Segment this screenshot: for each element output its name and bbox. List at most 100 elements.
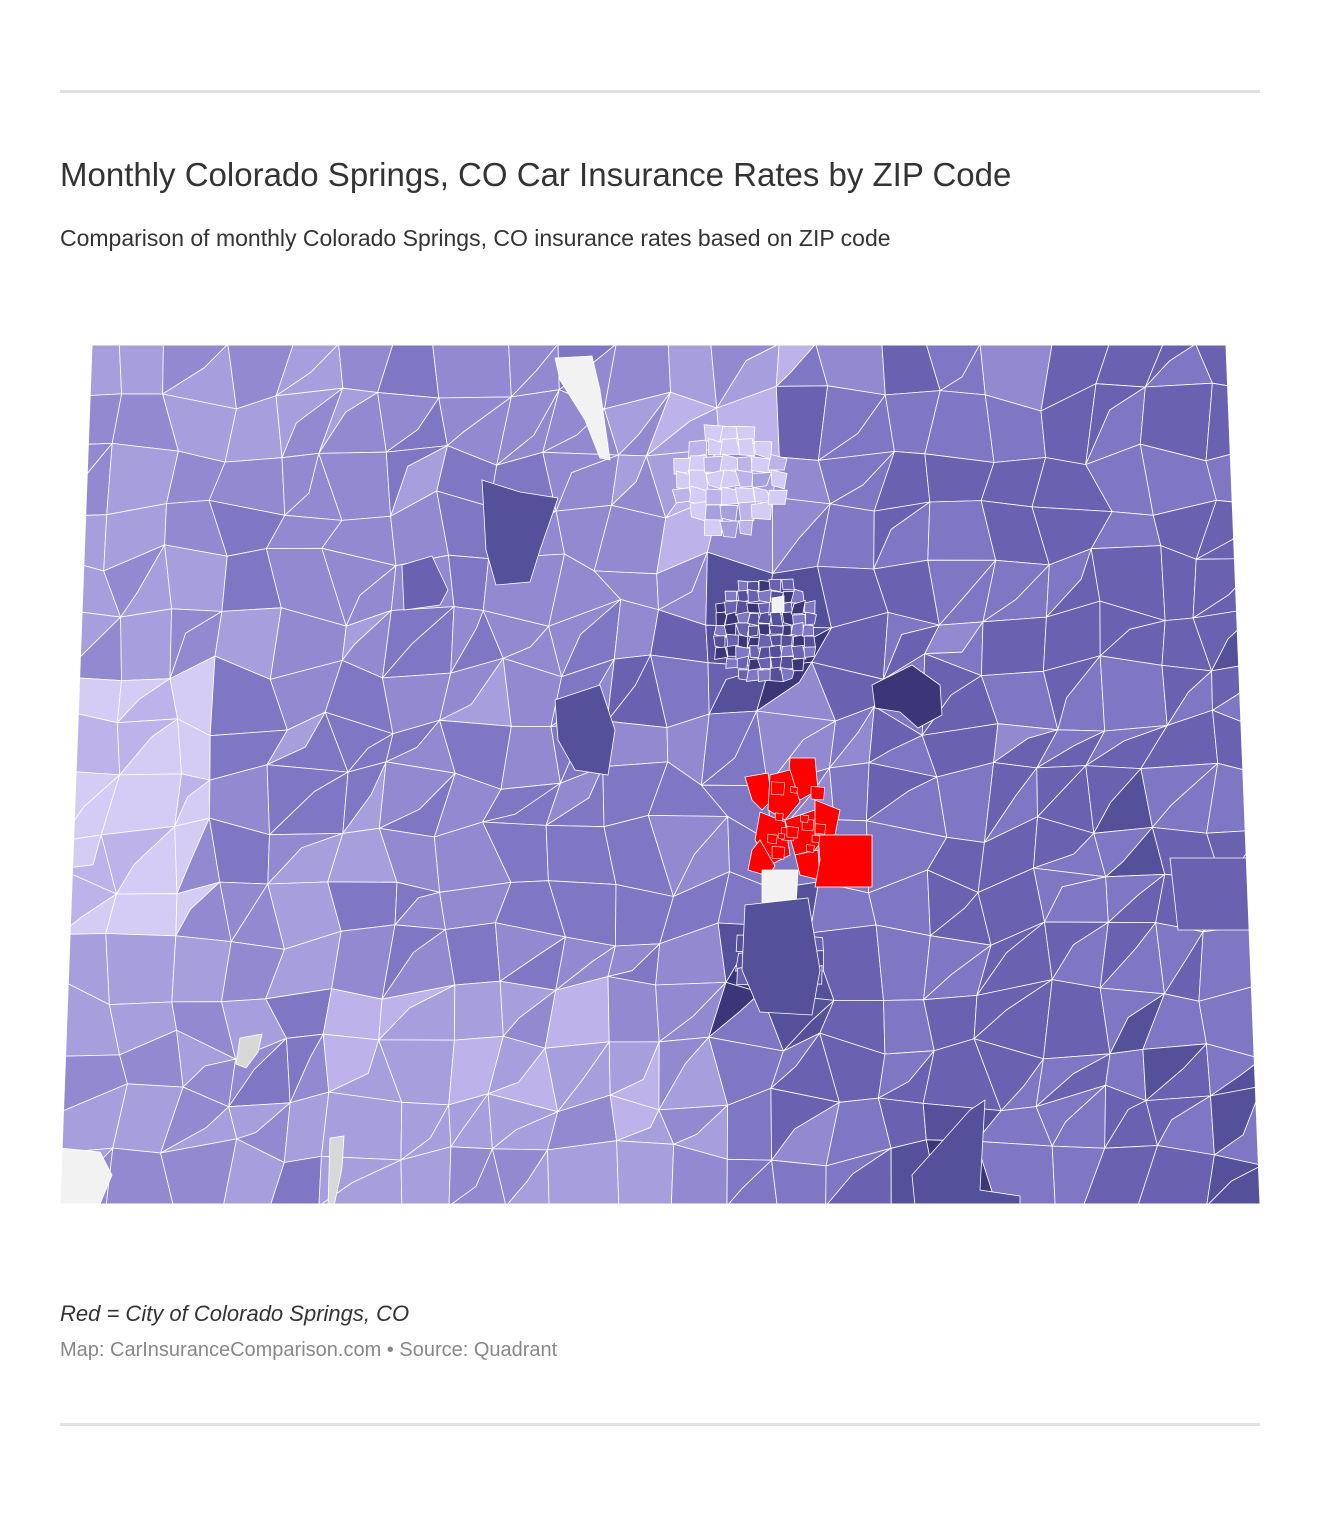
zip-region [875, 924, 931, 1001]
zip-region [1051, 1145, 1106, 1204]
zip-region-colorado-springs [786, 826, 799, 839]
zip-region-denver [791, 645, 807, 660]
zip-region-denver [782, 624, 792, 637]
zip-region-denver [804, 611, 817, 626]
zip-region-colorado-springs [806, 844, 815, 853]
zip-region-denver [770, 611, 784, 627]
bottom-divider [60, 1423, 1260, 1426]
zip-region-colorado-springs [744, 772, 773, 811]
zip-region [770, 469, 788, 490]
zip-region [670, 1143, 728, 1204]
zip-region-denver [804, 600, 816, 614]
zip-region [448, 554, 490, 611]
zip-region [671, 487, 692, 504]
zip-region [105, 933, 177, 1006]
zip-region-no-data [235, 1033, 263, 1069]
zip-region-colorado-springs [771, 846, 786, 860]
zip-region-denver [780, 666, 795, 683]
zip-region-colorado-springs [747, 839, 776, 877]
zip-region [554, 684, 616, 776]
zip-region [60, 514, 108, 572]
zip-region [118, 345, 164, 395]
zip-region [751, 472, 773, 489]
zip-region-colorado-springs [767, 833, 778, 845]
zip-region [1198, 983, 1260, 1060]
zip-region [547, 1140, 620, 1204]
zip-region [767, 454, 788, 471]
zip-region [1137, 1145, 1215, 1204]
zip-region-colorado-springs [771, 781, 785, 796]
map-credit: Map: CarInsuranceComparison.com • Source… [60, 1339, 558, 1361]
zip-region-no-data [60, 1147, 113, 1204]
zip-region [105, 893, 178, 937]
zip-region [1205, 1164, 1260, 1204]
choropleth-svg [59, 344, 1261, 1205]
zip-region-colorado-springs [778, 832, 786, 840]
zip-region-denver [780, 644, 794, 658]
zip-region [453, 980, 504, 1041]
top-divider [60, 90, 1260, 93]
zip-region [975, 1140, 1056, 1204]
zip-region-denver [737, 634, 748, 650]
zip-region-denver [768, 624, 784, 635]
zip-region-denver [713, 635, 726, 649]
zip-region [616, 1140, 675, 1204]
zip-region [767, 489, 788, 505]
zip-region [936, 761, 995, 843]
zip-region-denver [714, 646, 729, 660]
map-subtitle: Comparison of monthly Colorado Springs, … [60, 225, 891, 251]
zip-region-colorado-springs [811, 834, 821, 844]
zip-region [1169, 857, 1251, 931]
zip-region [401, 555, 449, 611]
map-title: Monthly Colorado Springs, CO Car Insuran… [60, 156, 1012, 193]
zip-region-denver [725, 658, 740, 669]
zip-region [105, 1147, 174, 1204]
legend-note: Red = City of Colorado Springs, CO [60, 1301, 410, 1326]
zip-region [269, 1155, 322, 1204]
zip-region [871, 664, 943, 729]
zip-region [719, 504, 739, 522]
zip-region [707, 437, 725, 456]
zip-region [734, 469, 754, 488]
zip-region [481, 479, 559, 586]
zip-region [741, 897, 821, 1016]
zip-region [911, 1099, 1021, 1204]
zip-region [500, 725, 561, 790]
zip-region-no-data [327, 1135, 345, 1204]
zip-region-denver [803, 646, 817, 658]
state-border [59, 344, 1261, 1205]
zip-region [751, 456, 771, 474]
zip-region [1160, 545, 1197, 622]
zip-region-denver [781, 578, 795, 591]
zip-region [688, 439, 708, 459]
zip-region [1198, 923, 1260, 1002]
zip-region [719, 469, 740, 489]
zip-region-colorado-springs [814, 823, 827, 835]
zip-region [400, 1146, 452, 1204]
zip-region [432, 345, 512, 399]
zip-region-colorado-springs [814, 834, 873, 888]
zip-region [1205, 382, 1260, 462]
zip-region-denver [726, 644, 738, 657]
zip-region [703, 519, 723, 537]
zip-region-denver [768, 579, 782, 593]
zip-region-colorado-springs [800, 814, 810, 824]
zip-region-denver [801, 624, 815, 637]
zip-region [222, 1138, 285, 1204]
zip-region-denver [757, 589, 773, 604]
zip-region [750, 500, 773, 521]
zip-region [719, 520, 739, 539]
zip-region [120, 608, 173, 682]
zip-region-colorado-springs [790, 786, 798, 794]
zip-region [164, 544, 228, 612]
zip-region-denver [803, 635, 816, 649]
zip-region-colorado-springs [774, 812, 784, 822]
zip-region [1099, 655, 1168, 732]
zip-region [160, 1138, 238, 1204]
zip-layer [60, 345, 1260, 1204]
zip-region [60, 393, 123, 446]
zip-region [980, 616, 1047, 677]
zip-region [445, 922, 501, 986]
zip-region [719, 438, 741, 455]
zip-region [171, 935, 232, 1003]
